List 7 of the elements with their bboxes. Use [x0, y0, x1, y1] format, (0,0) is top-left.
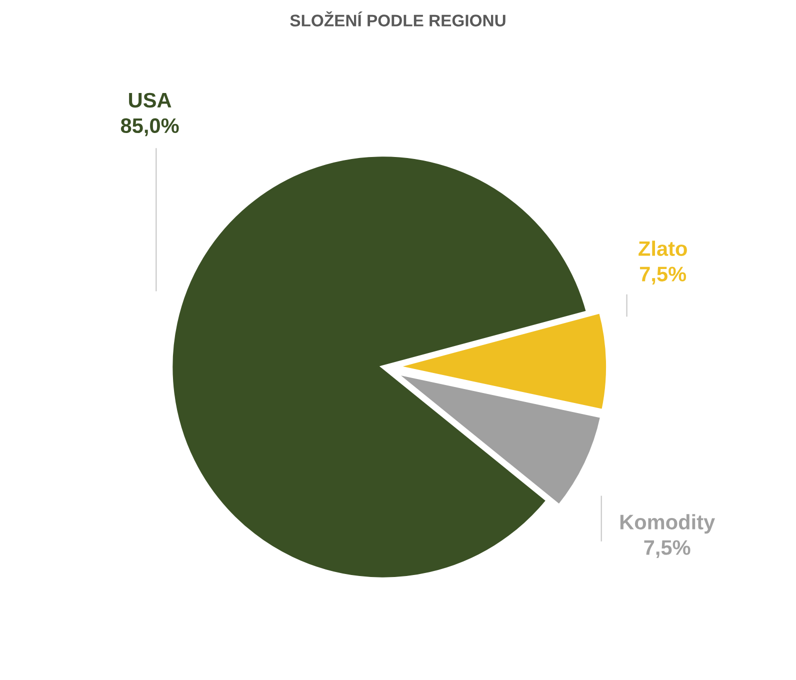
slice-label: Zlato	[638, 240, 687, 256]
slice-label: USA	[129, 92, 172, 108]
slice-label: Komodity	[620, 514, 715, 534]
data-label: 85,0%	[120, 118, 179, 136]
data-label: 7,5%	[640, 266, 686, 284]
chart-title: SLOŽENÍ PODLE REGIONU	[290, 11, 506, 26]
data-label: 7,5%	[644, 540, 690, 558]
